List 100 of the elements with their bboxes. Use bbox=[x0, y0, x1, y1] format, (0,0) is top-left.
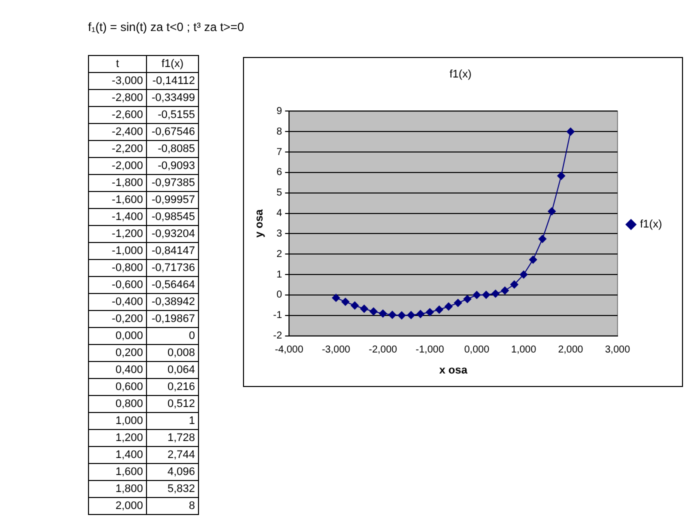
text: -0,38942 bbox=[146, 294, 198, 310]
text: 0,000 bbox=[88, 328, 146, 344]
text: 0,400 bbox=[88, 362, 146, 378]
point bbox=[416, 310, 424, 318]
point bbox=[341, 298, 350, 306]
text: -0,5155 bbox=[146, 106, 198, 124]
point bbox=[370, 307, 378, 316]
text: 1,200 bbox=[88, 430, 146, 446]
point bbox=[557, 172, 566, 180]
text: 1,800 bbox=[88, 480, 146, 498]
text: 1,728 bbox=[146, 430, 198, 446]
y-tick-label: 4 bbox=[276, 208, 283, 220]
text: -0,200 bbox=[88, 310, 146, 328]
point bbox=[566, 128, 575, 136]
text: -2,400 bbox=[88, 124, 146, 140]
text: -1,200 bbox=[88, 226, 146, 242]
y-tick-label: -2 bbox=[273, 330, 283, 342]
text: -0,600 bbox=[88, 276, 146, 294]
text: -0,9093 bbox=[146, 158, 198, 174]
text: -2,600 bbox=[88, 106, 146, 124]
x-tick-label: 2,000 bbox=[558, 344, 584, 356]
point bbox=[398, 311, 406, 320]
text: -0,84147 bbox=[146, 242, 198, 260]
x-tick-label: 3,000 bbox=[604, 344, 630, 356]
text: 0,600 bbox=[88, 378, 146, 396]
text: 8 bbox=[146, 498, 198, 514]
point bbox=[332, 294, 340, 302]
text: -0,8085 bbox=[146, 140, 198, 158]
text: -0,33499 bbox=[146, 90, 198, 106]
text: -0,19867 bbox=[146, 310, 198, 328]
point bbox=[529, 256, 538, 264]
point bbox=[463, 295, 472, 304]
text: 0,512 bbox=[146, 396, 198, 412]
x-tick-label: 0,000 bbox=[464, 344, 490, 356]
y-tick-label: 9 bbox=[276, 106, 283, 117]
text: 1,400 bbox=[88, 446, 146, 464]
text: 0,216 bbox=[146, 378, 198, 396]
point bbox=[510, 280, 518, 289]
point bbox=[407, 311, 416, 320]
text: -3,000 bbox=[88, 72, 146, 90]
point bbox=[388, 310, 396, 319]
x-tick-label: 1,000 bbox=[511, 344, 537, 356]
text: 0,800 bbox=[88, 396, 146, 412]
text: -0,71736 bbox=[146, 260, 198, 276]
text: -0,99957 bbox=[146, 192, 198, 208]
point bbox=[435, 306, 444, 314]
text: 2,000 bbox=[88, 498, 146, 514]
text: 2,744 bbox=[146, 446, 198, 464]
x-axis-title: x osa bbox=[439, 364, 468, 376]
point bbox=[538, 234, 546, 243]
text: -0,14112 bbox=[146, 72, 198, 90]
y-tick-label: -1 bbox=[273, 310, 283, 322]
text: -0,67546 bbox=[146, 124, 198, 140]
x-tick-label: -4,000 bbox=[274, 344, 304, 356]
text: -0,98545 bbox=[146, 208, 198, 226]
x-tick-label: -1,000 bbox=[416, 344, 444, 356]
text: -2,800 bbox=[88, 90, 146, 106]
text: 0,200 bbox=[88, 344, 146, 362]
point bbox=[472, 290, 481, 299]
text: 4,096 bbox=[146, 464, 198, 480]
y-tick-label: 3 bbox=[276, 228, 283, 240]
text: 1 bbox=[146, 412, 198, 430]
text: 0 bbox=[146, 328, 198, 344]
y-tick-label: 2 bbox=[276, 248, 283, 260]
y-tick-label: 0 bbox=[276, 290, 283, 301]
point bbox=[482, 290, 490, 299]
text: f₁(t) = sin(t) za t<0 ; t³ za t>=0 bbox=[88, 20, 244, 34]
y-tick-label: 8 bbox=[276, 126, 283, 138]
text: t bbox=[88, 56, 146, 72]
text: 1,000 bbox=[88, 412, 146, 430]
chart-title: f1(x) bbox=[450, 68, 472, 81]
point bbox=[548, 207, 556, 216]
y-tick-label: 1 bbox=[276, 269, 283, 280]
text: -2,200 bbox=[88, 140, 146, 158]
x-tick-label: -2,000 bbox=[368, 344, 398, 356]
y-tick-label: 7 bbox=[276, 146, 283, 158]
point bbox=[426, 308, 434, 316]
text: -1,800 bbox=[88, 174, 146, 192]
point bbox=[454, 298, 462, 307]
text: -1,600 bbox=[88, 192, 146, 208]
text: 1,600 bbox=[88, 464, 146, 480]
y-tick-label: 6 bbox=[276, 167, 283, 178]
text: -0,93204 bbox=[146, 226, 198, 242]
y-axis-title: y osa bbox=[254, 208, 266, 238]
text: f1(x) bbox=[162, 58, 184, 70]
point bbox=[492, 290, 500, 298]
text: 0,064 bbox=[146, 362, 198, 378]
text: -1,000 bbox=[88, 242, 146, 260]
point bbox=[378, 310, 387, 318]
point bbox=[350, 301, 359, 310]
point bbox=[360, 304, 368, 313]
point bbox=[500, 286, 509, 295]
text: 0,008 bbox=[146, 344, 198, 362]
text: -0,97385 bbox=[146, 174, 198, 192]
text: -0,800 bbox=[88, 260, 146, 276]
y-tick-label: 5 bbox=[276, 188, 283, 199]
legend-label: f1(x) bbox=[640, 218, 662, 231]
text: 5,832 bbox=[146, 480, 198, 498]
text: -1,400 bbox=[88, 208, 146, 226]
x-tick-label: -3,000 bbox=[322, 344, 351, 356]
